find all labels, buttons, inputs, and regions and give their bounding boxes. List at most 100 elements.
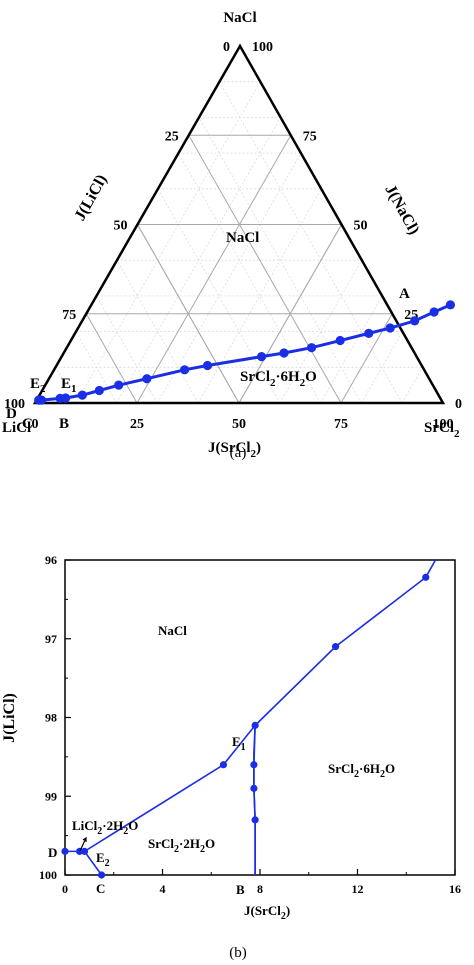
grid-line-srcl2: [361, 331, 403, 404]
licl2-pointer-arrowhead: [82, 836, 87, 842]
grid-line-major: [340, 313, 393, 404]
region-licl2-2h2o-label: LiCl2·2H2O: [72, 818, 138, 837]
boundary-line: [253, 559, 437, 875]
vertex-licl-label: LiCl: [2, 420, 31, 436]
cartesian-ticks: 0 4 8 12 16 96 97 98 99 100: [39, 553, 461, 896]
data-point: [80, 847, 89, 855]
grid-line-srcl2: [401, 367, 424, 404]
y-tick-label: 97: [45, 632, 57, 646]
ternary-data-point: [279, 348, 289, 358]
left-tick-label: 100: [4, 397, 25, 412]
ternary-data-point: [77, 390, 87, 400]
grid-line-major: [238, 224, 342, 404]
vertex-nacl-label: NaCl: [223, 10, 256, 26]
left-axis-title: J(LiCl): [72, 172, 111, 224]
point-e1-label: E1: [61, 376, 77, 395]
ternary-data-point: [364, 328, 374, 338]
x-tick-label: 4: [160, 882, 166, 896]
right-tick-label: 0: [455, 397, 462, 412]
bottom-tick-label: 75: [334, 417, 348, 432]
boundary-line: [83, 850, 103, 876]
y-tick-label: 96: [45, 553, 57, 567]
point-a-label: A: [399, 286, 410, 302]
boundary-line: [253, 725, 256, 875]
point-b-label: B: [59, 416, 69, 432]
x-axis-title: J(SrCl2): [244, 903, 290, 922]
point-e1-label-b: E1: [232, 734, 246, 753]
data-point: [251, 816, 259, 824]
ternary-data-point: [385, 323, 395, 333]
cartesian-plot: 0 4 8 12 16 96 97 98 99 100 J(LiCl) J(SrCl2) NaCl…: [1, 553, 461, 961]
left-tick-label: 0: [223, 40, 230, 55]
point-c-label-b: C: [96, 881, 105, 896]
x-tick-label: 12: [352, 882, 364, 896]
bottom-tick-label: 25: [130, 417, 144, 432]
y-tick-label: 100: [39, 868, 57, 882]
data-point: [219, 761, 228, 769]
ternary-data-point: [114, 380, 124, 390]
y-axis-title: J(LiCl): [1, 693, 18, 743]
caption-b: (b): [229, 945, 247, 961]
bottom-tick-label: 50: [232, 417, 246, 432]
ternary-data-point: [445, 300, 456, 310]
ternary-grid: [55, 81, 424, 404]
point-c-label: C: [22, 416, 33, 432]
grid-line-srcl2: [320, 295, 383, 404]
data-point: [250, 761, 258, 769]
ternary-series: [34, 300, 456, 405]
region-srcl2-2h2o-label: SrCl2·2H2O: [148, 836, 215, 855]
left-tick-label: 25: [165, 129, 179, 144]
grid-line-major: [136, 135, 292, 404]
y-tick-label: 98: [45, 711, 57, 725]
ternary-data-point: [306, 343, 317, 353]
ternary-data-point: [142, 374, 152, 384]
ternary-data-point: [335, 335, 345, 346]
right-tick-label: 100: [252, 40, 273, 55]
point-e2-label: E2: [30, 376, 46, 395]
ternary-data-point: [202, 360, 213, 371]
point-d-label-b: D: [48, 845, 57, 860]
x-tick-label: 0: [62, 882, 68, 896]
vertex-srcl2-label: SrCl2: [424, 420, 460, 440]
data-point: [331, 643, 340, 651]
grid-line-major: [188, 135, 342, 404]
data-point: [251, 721, 259, 729]
grid-line-licl: [96, 295, 158, 404]
x-tick-label: 16: [449, 882, 461, 896]
right-tick-label: 50: [354, 219, 368, 234]
ternary-triangle: [32, 43, 446, 405]
x-tick-label: 8: [257, 882, 263, 896]
bottom-tick-label: 100: [433, 417, 454, 432]
region-srcl2-6h2o-label: SrCl2·6H2O: [240, 369, 317, 389]
ternary-data-point: [36, 395, 47, 405]
right-tick-label: 75: [303, 129, 317, 144]
grid-line-licl: [116, 260, 199, 404]
grid-line-major: [85, 313, 138, 404]
right-axis-title: J(NaCl): [381, 182, 422, 238]
left-tick-label: 50: [114, 219, 128, 234]
point-d-label: D: [6, 406, 17, 422]
grid-line-srcl2: [279, 260, 363, 404]
data-point: [97, 871, 106, 879]
licl2-pointer-arrow: [79, 837, 87, 852]
point-e2-label-b: E2: [96, 850, 110, 869]
bottom-tick-label: 0: [32, 417, 39, 432]
ternary-data-point: [429, 307, 439, 317]
region-nacl-label-b: NaCl: [158, 623, 187, 638]
left-tick-label: 75: [62, 308, 76, 323]
ternary-data-point: [61, 393, 71, 403]
data-point: [250, 784, 258, 792]
ternary-data-point: [180, 365, 190, 375]
region-nacl-label: NaCl: [226, 230, 259, 246]
ternary-data-point: [410, 316, 420, 326]
y-tick-label: 99: [45, 789, 57, 803]
cartesian-series: [61, 559, 437, 879]
caption-a-visible: (a): [230, 445, 247, 461]
grid-line-licl: [75, 331, 117, 404]
data-point: [422, 573, 430, 581]
point-b-label-b: B: [236, 882, 245, 897]
region-srcl2-6h2o-label-b: SrCl2·6H2O: [328, 761, 395, 780]
